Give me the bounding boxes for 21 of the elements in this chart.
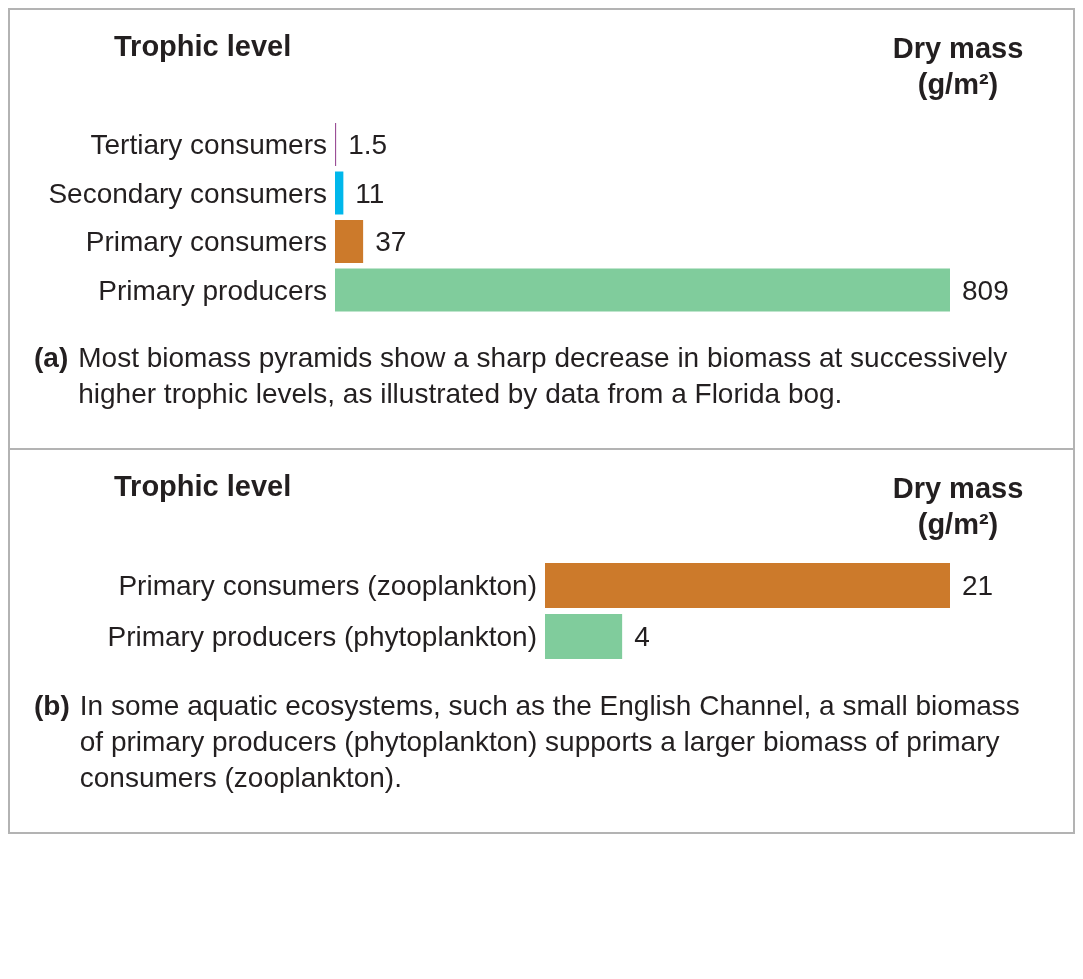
data-label: 11 xyxy=(355,177,385,209)
x-axis-title: Dry mass (g/m²) xyxy=(892,32,1024,100)
y-tick-label: Primary producers (phytoplankton) xyxy=(107,621,537,653)
data-label: 809 xyxy=(962,274,1009,306)
data-label: 21 xyxy=(962,570,994,602)
data-label: 1.5 xyxy=(348,129,388,161)
y-tick-label: Primary producers xyxy=(98,274,327,306)
y-tick-label: Primary consumers (zooplankton) xyxy=(118,570,537,602)
x-axis-title: Dry mass (g/m²) xyxy=(892,472,1024,540)
data-label: 37 xyxy=(375,226,407,258)
bar xyxy=(335,268,950,312)
data-label: 4 xyxy=(634,621,650,653)
y-axis-title: Trophic level xyxy=(114,470,292,503)
y-tick-label: Tertiary consumers xyxy=(90,129,327,161)
y-tick-label: Primary consumers xyxy=(85,226,327,258)
text: (a) Most biomass pyramids show a sharp decrease in biomass at successively higher trophic levels, as illustrated by data from a Florida bog. xyxy=(34,341,1009,411)
bar xyxy=(335,220,364,263)
y-tick-label: Secondary consumers xyxy=(48,177,327,209)
y-axis-title: Trophic level xyxy=(114,30,292,63)
text: (b) In some aquatic ecosystems, such as the English Channel, a small biomass of primary producers (phytoplankton) supports a larger biomass of primary consumers (zooplankton). xyxy=(34,689,1021,795)
bar xyxy=(335,171,344,215)
